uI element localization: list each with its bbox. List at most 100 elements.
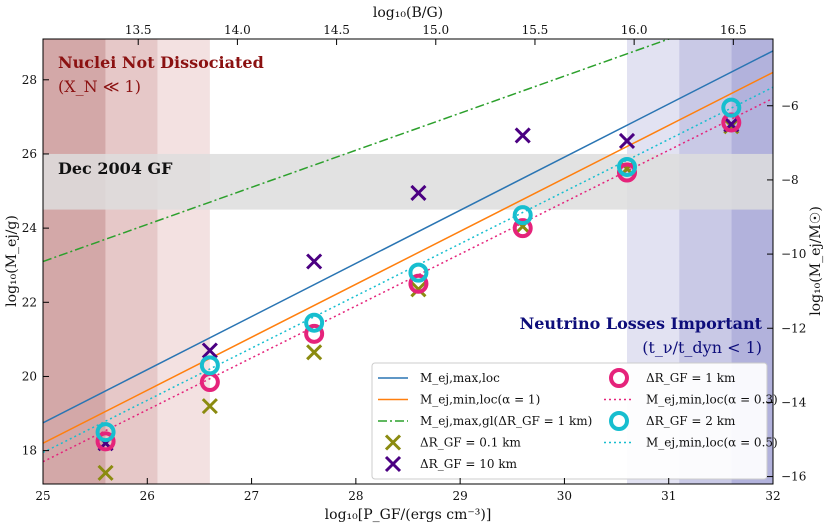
marker-x-r-gf-10-km-4 — [514, 127, 531, 144]
top-x-tick-label: 15.0 — [422, 23, 449, 37]
legend-label: M_ej,min,loc(α = 0.5) — [646, 436, 778, 450]
legend-entry-r-gf-2-km: ΔR_GF = 2 km — [609, 411, 736, 431]
data-series — [43, 39, 773, 481]
x-tick-label: 31 — [661, 489, 676, 503]
marker-x-r-gf-0-1-km-3 — [410, 281, 427, 298]
x-tick-label: 28 — [348, 489, 363, 503]
x-tick-label: 29 — [453, 489, 468, 503]
right-y-tick-label: −14 — [781, 395, 807, 409]
top-x-tick-label: 14.5 — [323, 23, 350, 37]
marker-circle-r-gf-2-km-1 — [199, 355, 220, 376]
marker-x-r-gf-10-km-2 — [306, 253, 323, 270]
y-tick-label: 24 — [22, 221, 38, 235]
marker-circle-r-gf-2-km-5 — [617, 156, 637, 177]
marker-circle-r-gf-1-km-2 — [304, 323, 325, 344]
marker-circle-r-gf-2-km-6 — [721, 97, 742, 118]
marker-x-r-gf-0-1-km-0 — [97, 464, 114, 481]
legend-entry-r-gf-0-1-km: ΔR_GF = 0.1 km — [384, 434, 521, 451]
series-r-gf-10-km — [97, 116, 740, 452]
top-x-tick-label: 13.5 — [125, 23, 152, 37]
plot-frame — [42, 38, 774, 485]
marker-circle-r-gf-1-km-4 — [512, 218, 533, 239]
legend-label: M_ej,min,loc(α = 0.3) — [646, 393, 778, 407]
legend-label: ΔR_GF = 0.1 km — [420, 436, 521, 450]
legend-box — [371, 362, 768, 480]
marker-x-r-gf-0-1-km-1 — [201, 398, 218, 415]
marker-x-r-gf-0-1-km-2 — [306, 344, 323, 361]
y-tick-label: 18 — [22, 444, 37, 458]
marker-circle-r-gf-2-km-4 — [512, 205, 533, 226]
series-m-ej-min-loc-0-5 — [43, 86, 773, 454]
marker-circle-r-gf-2-km-0 — [95, 422, 116, 443]
legend: M_ej,max,loc M_ej,min,loc(α = 1) M_ej,max,… — [371, 362, 778, 480]
line-m-ej-min-loc-1 — [43, 71, 773, 444]
x-tick-label: 27 — [244, 489, 259, 503]
series-m-ej-min-loc-1 — [43, 71, 773, 444]
legend-sample-circle — [609, 411, 629, 431]
legend-items: M_ej,max,loc M_ej,min,loc(α = 1) M_ej,max,… — [378, 368, 778, 473]
x-axis-label: log₁₀[P_GF/(ergs cm⁻³)] — [325, 507, 492, 523]
nuclei-band-1 — [105, 39, 158, 484]
neutrino-title: Neutrino Losses Important — [520, 314, 763, 333]
legend-entry-r-gf-1-km: ΔR_GF = 1 km — [609, 368, 736, 388]
right-y-tick-label: −8 — [781, 173, 799, 187]
right-y-tick-label: −16 — [781, 470, 806, 484]
marker-circle-r-gf-1-km-3 — [408, 273, 429, 294]
top-x-tick-label: 16.0 — [621, 23, 648, 37]
x-tick-label: 30 — [557, 489, 572, 503]
legend-entry-m-ej-min-loc-0-3: M_ej,min,loc(α = 0.3) — [604, 393, 778, 407]
series-m-ej-max-gl-r-gf-1-km — [43, 39, 671, 263]
neutrino-subtitle: (t_ν/t_dyn < 1) — [642, 338, 762, 357]
y-tick-label: 22 — [22, 295, 37, 309]
legend-sample-x — [384, 455, 402, 473]
dec2004-band — [43, 153, 773, 210]
legend-entry-m-ej-max-loc: M_ej,max,loc — [378, 371, 500, 385]
top-x-tick-label: 15.5 — [522, 23, 549, 37]
nuclei-subtitle: (X_N ≪ 1) — [58, 77, 141, 96]
top-x-axis-label: log₁₀(B/G) — [373, 5, 443, 21]
nuclei-band-0 — [43, 39, 106, 484]
y-tick-label: 28 — [22, 73, 37, 87]
marker-circle-r-gf-2-km-2 — [304, 312, 325, 333]
right-y-tick-label: −12 — [781, 321, 806, 335]
y-tick-label: 20 — [22, 369, 37, 383]
x-tick-label: 32 — [765, 489, 780, 503]
top-x-tick-label: 16.5 — [720, 23, 747, 37]
line-m-ej-min-loc-0-5 — [43, 86, 773, 454]
legend-sample-x — [384, 434, 402, 451]
legend-label: M_ej,max,gl(ΔR_GF = 1 km) — [420, 414, 592, 428]
line-m-ej-max-loc — [43, 50, 773, 424]
legend-entry-m-ej-max-gl-r-gf-1-km: M_ej,max,gl(ΔR_GF = 1 km) — [378, 414, 592, 428]
top-x-tick-label: 14.0 — [224, 23, 251, 37]
legend-label: M_ej,min,loc(α = 1) — [420, 393, 540, 407]
axes: 25 26 27 28 29 30 31 32 18 20 22 24 26 28 13.5 14.0 14.5… — [22, 23, 807, 503]
nuclei-band-2 — [157, 39, 210, 484]
marker-x-r-gf-10-km-3 — [410, 184, 427, 201]
line-m-ej-min-loc-0-3 — [43, 97, 773, 463]
marker-circle-r-gf-2-km-3 — [408, 262, 429, 283]
y-tick-label: 26 — [22, 147, 37, 161]
series-r-gf-2-km — [95, 97, 742, 443]
line-m-ej-max-gl-r-gf-1-km — [43, 39, 671, 263]
series-m-ej-min-loc-0-3 — [43, 97, 773, 463]
legend-sample-circle — [609, 368, 629, 388]
x-tick-label: 25 — [35, 489, 50, 503]
dec2004-label: Dec 2004 GF — [58, 159, 173, 178]
annotations: Nuclei Not Dissociated (X_N ≪ 1) Dec 200… — [58, 53, 763, 357]
right-y-tick-label: −10 — [781, 247, 806, 261]
marker-circle-r-gf-1-km-0 — [95, 431, 116, 452]
legend-label: ΔR_GF = 1 km — [646, 371, 736, 385]
legend-entry-m-ej-min-loc-1: M_ej,min,loc(α = 1) — [378, 393, 540, 407]
series-m-ej-max-loc — [43, 50, 773, 424]
legend-label: ΔR_GF = 2 km — [646, 414, 736, 428]
marker-x-r-gf-10-km-1 — [201, 342, 218, 359]
legend-label: ΔR_GF = 10 km — [420, 457, 518, 471]
right-y-tick-label: −6 — [781, 99, 799, 113]
nuclei-title: Nuclei Not Dissociated — [58, 53, 264, 72]
marker-x-r-gf-10-km-5 — [618, 132, 636, 150]
legend-entry-m-ej-min-loc-0-5: M_ej,min,loc(α = 0.5) — [604, 436, 778, 450]
legend-label: M_ej,max,loc — [420, 371, 500, 385]
right-y-axis-label: log₁₀(M_ej/M☉) — [808, 206, 824, 316]
x-tick-label: 26 — [140, 489, 155, 503]
